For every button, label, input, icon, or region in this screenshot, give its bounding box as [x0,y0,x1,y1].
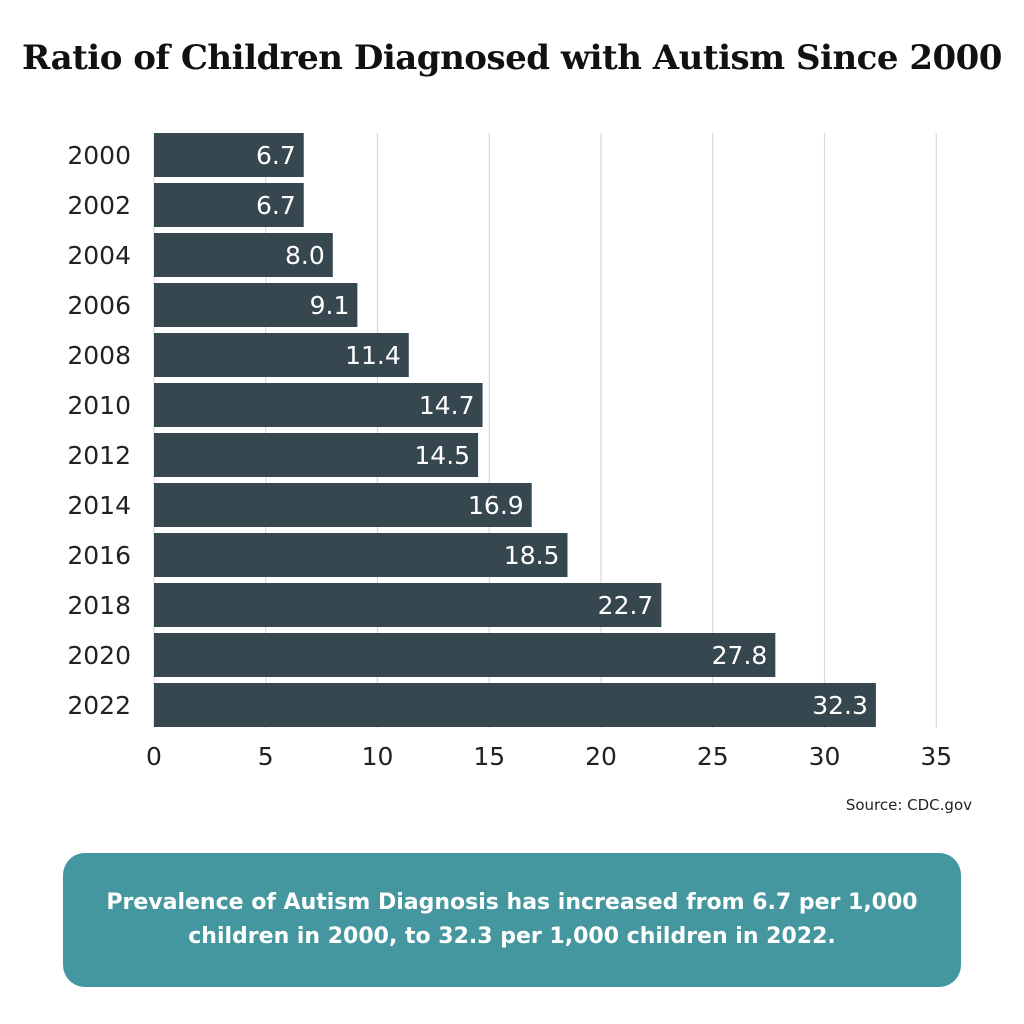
y-tick-label: 2010 [67,391,131,420]
summary-text: Prevalence of Autism Diagnosis has incre… [106,889,918,949]
bar-chart: 6.7 6.7 8.0 9.1 11.4 14.7 14.5 16.9 18.5 22.7 27.8… [67,133,952,771]
x-tick-label: 20 [585,742,617,771]
x-tick-label: 5 [258,742,274,771]
y-tick-label: 2006 [67,291,131,320]
bar-value-label: 6.7 [256,191,296,220]
bar-value-label: 9.1 [310,291,350,320]
bar-2012 [154,433,479,477]
bars-group: 6.7 6.7 8.0 9.1 11.4 14.7 14.5 16.9 18.5 22.7 27.8… [154,133,876,727]
y-tick-label: 2014 [67,491,131,520]
gridlines [153,133,937,728]
y-tick-label: 2020 [67,641,131,670]
bar-2010 [154,383,483,427]
bar-2014 [154,483,532,527]
bar-value-label: 6.7 [256,141,296,170]
y-tick-label: 2018 [67,591,131,620]
y-tick-label: 2002 [67,191,131,220]
bar-value-label: 18.5 [504,541,560,570]
bar-value-label: 14.5 [414,441,470,470]
source-note: Source: CDC.gov [845,796,972,814]
bar-2020 [154,633,776,677]
bar-2006 [154,283,358,327]
summary-callout: Prevalence of Autism Diagnosis has incre… [63,853,961,987]
y-tick-label: 2012 [67,441,131,470]
bar-value-label: 11.4 [345,341,401,370]
x-tick-label: 15 [473,742,505,771]
bar-value-label: 8.0 [285,241,325,270]
x-tick-label: 25 [697,742,729,771]
bar-2004 [154,233,333,277]
x-axis-labels: 0 5 10 15 20 25 30 35 [146,742,952,771]
y-tick-label: 2000 [67,141,131,170]
bar-2002 [154,183,304,227]
bar-2016 [154,533,568,577]
x-tick-label: 0 [146,742,162,771]
bar-2018 [154,583,662,627]
bar-value-label: 22.7 [598,591,654,620]
y-tick-label: 2016 [67,541,131,570]
bar-2022 [154,683,876,727]
y-axis-labels: 2000 2002 2004 2006 2008 2010 2012 2014 2016 2018… [67,141,131,720]
x-tick-label: 30 [809,742,841,771]
y-tick-label: 2004 [67,241,131,270]
bar-value-label: 32.3 [812,691,868,720]
y-tick-label: 2008 [67,341,131,370]
bar-2000 [154,133,304,177]
x-tick-label: 35 [920,742,952,771]
y-tick-label: 2022 [67,691,131,720]
bar-2008 [154,333,409,377]
bar-value-label: 27.8 [712,641,768,670]
x-tick-label: 10 [362,742,394,771]
bar-value-label: 16.9 [468,491,524,520]
bar-value-label: 14.7 [419,391,475,420]
chart-title: Ratio of Children Diagnosed with Autism … [22,38,1002,78]
